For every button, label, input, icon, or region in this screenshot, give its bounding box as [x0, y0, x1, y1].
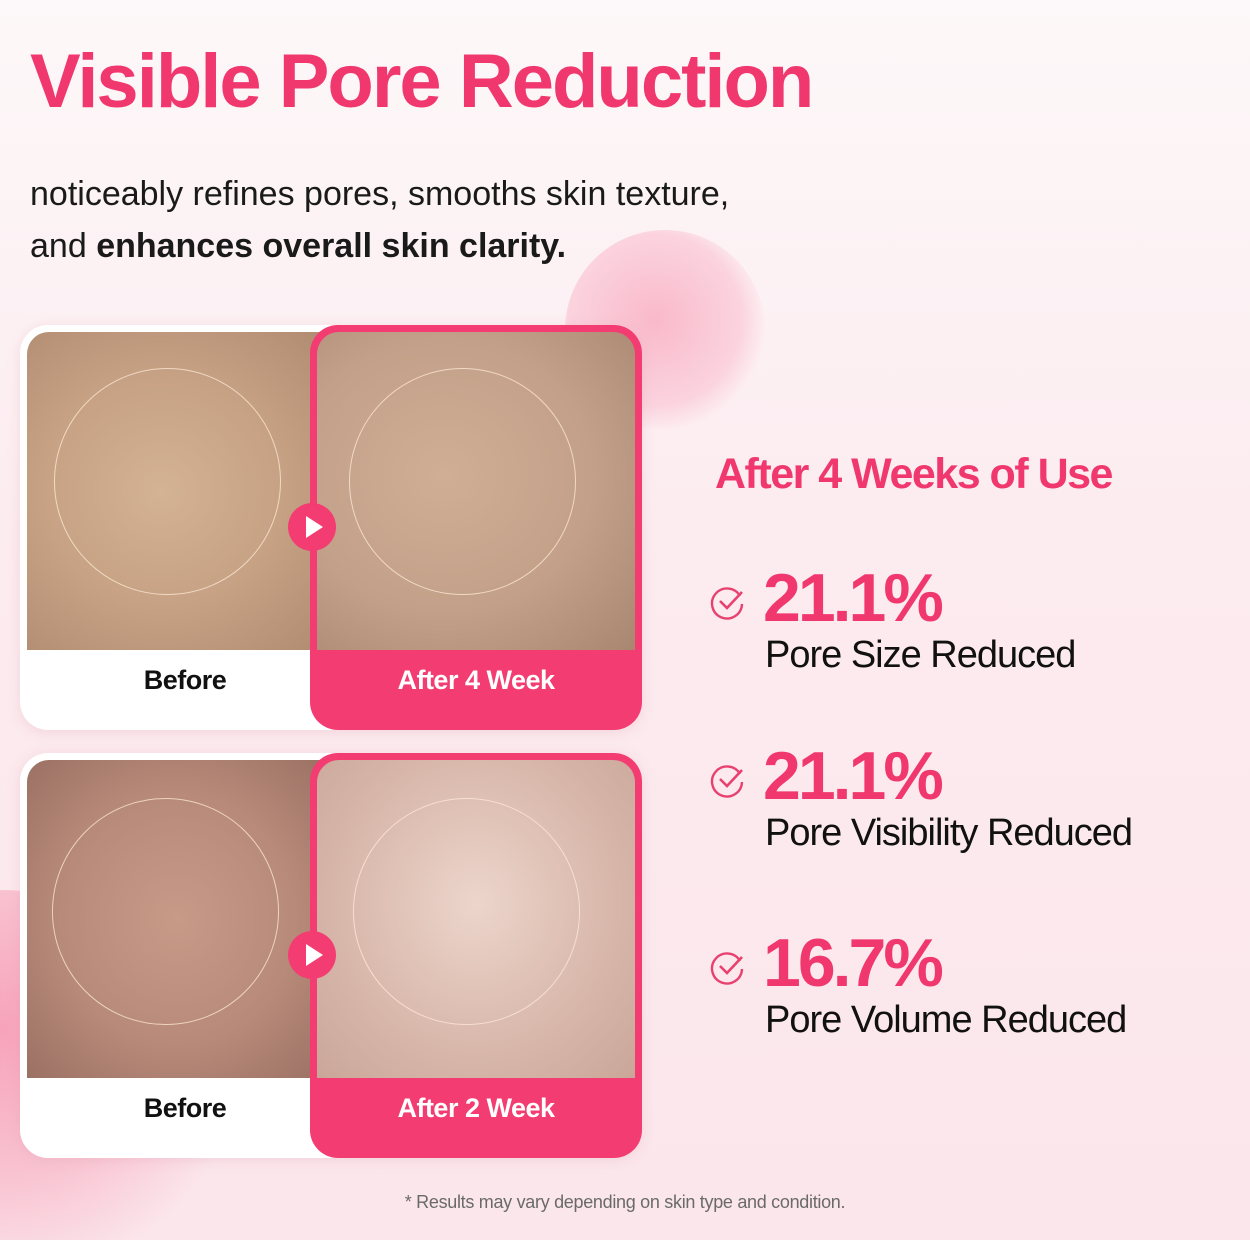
stat-label: Pore Volume Reduced — [765, 999, 1127, 1041]
results-heading: After 4 Weeks of Use — [715, 450, 1113, 498]
after-photo — [317, 332, 635, 650]
comparison-panel-2: Before After 2 Week — [20, 753, 642, 1158]
subtitle-line-1: noticeably refines pores, smooths skin t… — [30, 175, 730, 213]
stat-label: Pore Size Reduced — [765, 634, 1076, 676]
stat-value: 21.1% — [763, 738, 944, 814]
subtitle: noticeably refines pores, smooths skin t… — [30, 168, 950, 272]
stat-value: 21.1% — [763, 560, 944, 636]
footnote: * Results may vary depending on skin typ… — [404, 1192, 846, 1212]
play-arrow-icon — [288, 931, 336, 979]
stat-label: Pore Visibility Reduced — [765, 812, 1133, 854]
before-photo — [27, 332, 327, 650]
subtitle-line-2: and enhances overall skin clarity. — [30, 220, 950, 272]
check-circle-icon — [710, 952, 744, 985]
after-label: After 2 Week — [397, 1093, 555, 1123]
subtitle-text: and — [30, 227, 97, 265]
before-label: Before — [143, 1093, 227, 1123]
after-card: After 4 Week — [310, 325, 642, 730]
after-photo — [317, 760, 635, 1078]
after-label: After 4 Week — [397, 665, 555, 695]
stat-pore-size: 21.1% Pore Size Reduced — [710, 562, 1230, 692]
stat-pore-visibility: 21.1% Pore Visibility Reduced — [710, 740, 1230, 870]
page-title: Visible Pore Reduction — [30, 39, 814, 124]
comparison-panel-1: Before After 4 Week — [20, 325, 642, 730]
after-card: After 2 Week — [310, 753, 642, 1158]
check-circle-icon — [710, 765, 744, 798]
stat-pore-volume: 16.7% Pore Volume Reduced — [710, 927, 1230, 1057]
stat-value: 16.7% — [763, 925, 944, 1001]
before-label: Before — [143, 665, 227, 695]
subtitle-bold: enhances overall skin clarity. — [96, 227, 567, 265]
before-photo — [27, 760, 327, 1078]
play-arrow-icon — [288, 503, 336, 551]
check-circle-icon — [710, 587, 744, 620]
